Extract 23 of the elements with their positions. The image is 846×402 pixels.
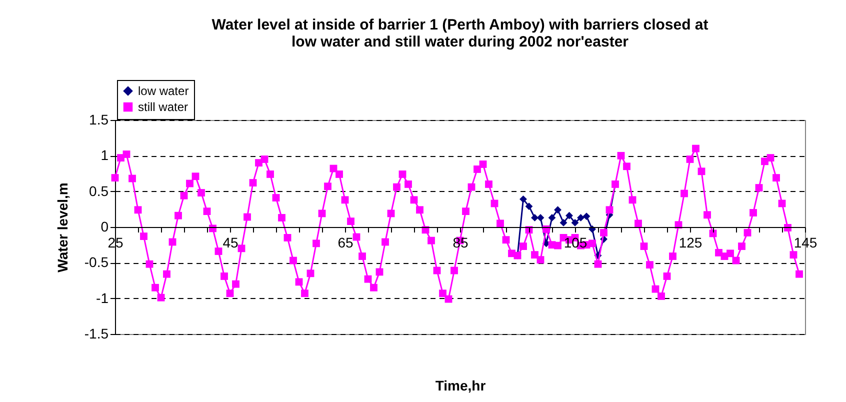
y-tick-label: -0.5 (84, 254, 109, 270)
y-tick-label: 1.5 (89, 112, 109, 128)
chart-title: Water level at inside of barrier 1 (Perth Amboy) with barriers closed at low water and still water during 2002 nor'easter (212, 16, 708, 50)
point (520, 195, 527, 203)
x-axis-title: Time,hr (435, 378, 486, 394)
x-tick-label: 45 (222, 234, 238, 250)
x-tick-label: 145 (794, 234, 818, 250)
legend-label: low water (138, 84, 189, 98)
y-tick-label: 0.5 (89, 182, 109, 199)
y-tick-label: 1 (100, 147, 109, 164)
legend-label: still water (138, 100, 188, 114)
y-tick-label: 0 (100, 218, 109, 234)
point (582, 212, 590, 220)
y-tick-label: -1.5 (84, 326, 109, 342)
x-tick-label: 125 (678, 234, 702, 250)
point (554, 206, 562, 214)
point (525, 202, 533, 210)
x-tick-label: 65 (338, 234, 354, 250)
y-axis-title: Water level,m (54, 182, 70, 272)
point (566, 212, 573, 220)
point (577, 214, 584, 222)
point (531, 214, 538, 222)
y-tick-label: -1 (96, 290, 109, 306)
